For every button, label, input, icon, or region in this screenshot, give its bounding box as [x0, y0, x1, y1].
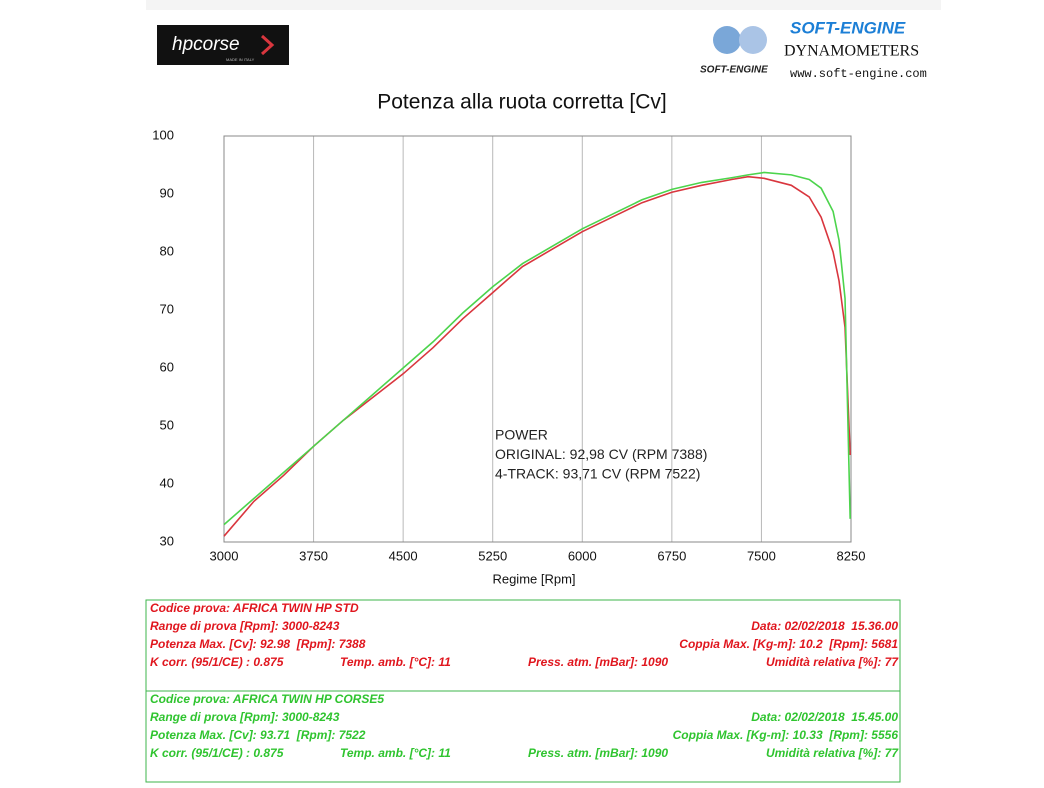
info-text: Range di prova [Rpm]: 3000-8243: [150, 710, 340, 724]
info-text: Umidità relativa [%]: 77: [766, 746, 899, 760]
power-line: [223, 175, 851, 537]
info-text: Potenza Max. [Cv]: 93.71 [Rpm]: 7522: [150, 728, 366, 742]
info-text: Press. atm. [mBar]: 1090: [528, 655, 668, 669]
x-axis-label: Regime [Rpm]: [492, 571, 575, 586]
y-tick-label: 60: [160, 359, 174, 374]
x-tick-label: 3750: [299, 548, 328, 563]
x-tick-label: 7500: [747, 548, 776, 563]
info-text: Potenza Max. [Cv]: 92.98 [Rpm]: 7388: [150, 637, 366, 651]
hp-logo-box: [157, 25, 289, 65]
info-text: Coppia Max. [Kg-m]: 10.2 [Rpm]: 5681: [679, 637, 898, 651]
info-text: Umidità relativa [%]: 77: [766, 655, 899, 669]
x-tick-label: 8250: [837, 548, 866, 563]
dyn-text: DYNAMOMETERS: [784, 43, 919, 60]
url-text: www.soft-engine.com: [790, 67, 927, 81]
engine-icon: [739, 26, 767, 54]
info-text: Data: 02/02/2018 15.45.00: [751, 710, 898, 724]
x-tick-label: 5250: [478, 548, 507, 563]
top-strip: [146, 0, 941, 10]
x-tick-label: 3000: [210, 548, 239, 563]
y-tick-label: 40: [160, 475, 174, 490]
info-text: Temp. amb. [°C]: 11: [340, 746, 451, 760]
x-tick-label: 4500: [389, 548, 418, 563]
y-tick-label: 30: [160, 533, 174, 548]
annotation: 4-TRACK: 93,71 CV (RPM 7522): [495, 466, 700, 482]
y-tick-label: 50: [160, 417, 174, 432]
info-text: Range di prova [Rpm]: 3000-8243: [150, 619, 340, 633]
hp-logo-arrow: [260, 34, 275, 56]
y-tick-label: 70: [160, 301, 174, 316]
info-text: Data: 02/02/2018 15.36.00: [751, 619, 898, 633]
info-text: K corr. (95/1/CE) : 0.875: [150, 655, 284, 669]
info-text: Codice prova: AFRICA TWIN HP CORSE5: [150, 692, 384, 706]
brand-small: SOFT-ENGINE: [700, 65, 768, 76]
plot-frame: [223, 135, 852, 543]
y-tick-label: 100: [152, 127, 174, 142]
info-text: Temp. amb. [°C]: 11: [340, 655, 451, 669]
power-line: [223, 171, 851, 526]
y-tick-label: 80: [160, 243, 174, 258]
hp-logo-text: hpcorse: [172, 34, 240, 55]
x-tick-label: 6750: [657, 548, 686, 563]
info-text: Coppia Max. [Kg-m]: 10.33 [Rpm]: 5556: [673, 728, 899, 742]
annotation: POWER: [495, 427, 548, 443]
info-text: Press. atm. [mBar]: 1090: [528, 746, 668, 760]
info-text: Codice prova: AFRICA TWIN HP STD: [150, 601, 359, 615]
brand-logo: SOFT-ENGINE: [790, 18, 906, 37]
hp-logo-sub: MADE IN ITALY: [226, 57, 255, 62]
chart-title: Potenza alla ruota corretta [Cv]: [377, 91, 666, 114]
engine-icon: [713, 26, 741, 54]
x-tick-label: 6000: [568, 548, 597, 563]
y-tick-label: 90: [160, 185, 174, 200]
info-text: K corr. (95/1/CE) : 0.875: [150, 746, 284, 760]
annotation: ORIGINAL: 92,98 CV (RPM 7388): [495, 446, 707, 462]
